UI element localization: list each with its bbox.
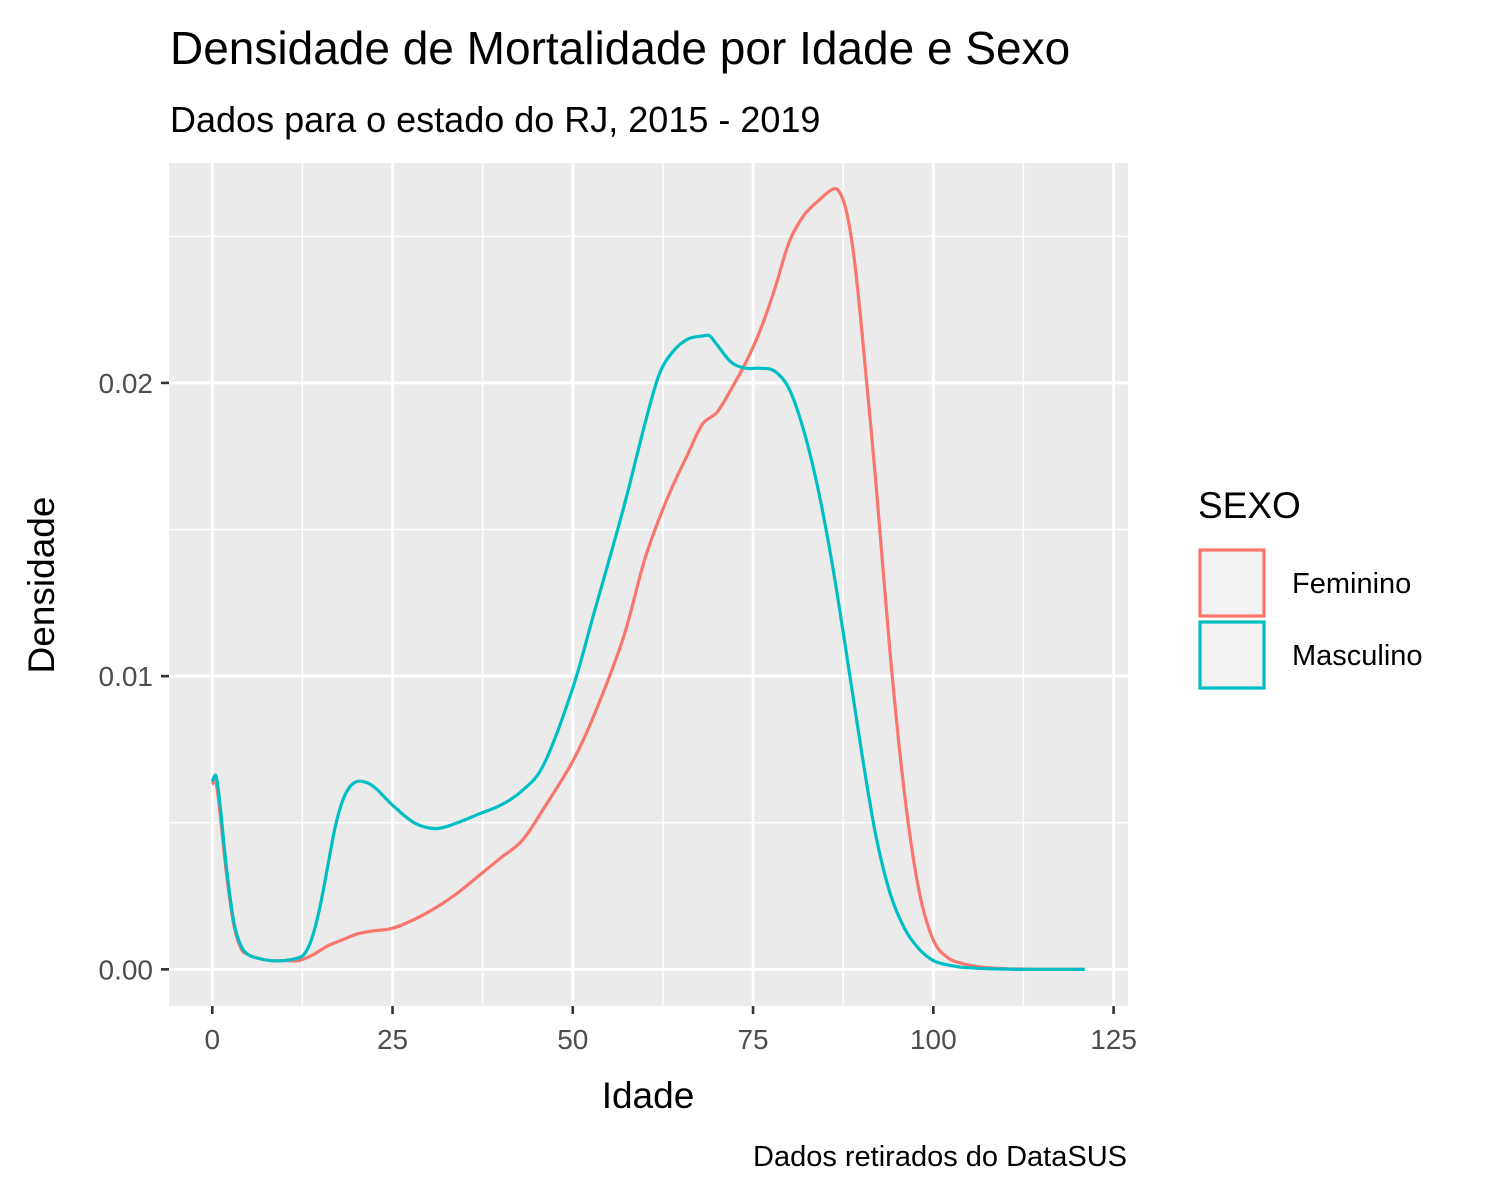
x-tick-label: 50 <box>557 1024 588 1055</box>
x-tick-label: 0 <box>204 1024 220 1055</box>
legend-item-masculino: Masculino <box>1198 620 1423 690</box>
y-axis: 0.00 0.01 0.02 <box>99 368 169 985</box>
x-tick-label: 100 <box>910 1024 957 1055</box>
chart-title: Densidade de Mortalidade por Idade e Sex… <box>170 22 1070 74</box>
legend-key <box>1198 548 1266 618</box>
series-line-feminino <box>210 187 1085 971</box>
legend-title: SEXO <box>1198 485 1301 526</box>
minor-gridlines <box>169 163 1128 1006</box>
y-axis-title: Densidade <box>21 497 62 674</box>
y-tick-label: 0.01 <box>99 661 154 692</box>
series-lines <box>210 187 1085 971</box>
x-tick-label: 125 <box>1090 1024 1137 1055</box>
chart-caption: Dados retirados do DataSUS <box>753 1141 1127 1173</box>
plot-panel <box>169 163 1128 1006</box>
legend-items: Feminino Masculino <box>1198 548 1423 690</box>
legend: SEXO Feminino Masculino <box>1198 485 1423 690</box>
x-axis-title: Idade <box>602 1075 695 1116</box>
legend-label: Feminino <box>1292 568 1411 600</box>
x-axis: 0 25 50 75 100 125 <box>204 1006 1137 1055</box>
legend-item-feminino: Feminino <box>1198 548 1411 618</box>
x-tick-label: 75 <box>737 1024 768 1055</box>
legend-label: Masculino <box>1292 640 1423 672</box>
legend-key <box>1198 620 1266 690</box>
y-tick-label: 0.00 <box>99 954 154 985</box>
series-line-masculino <box>210 333 1085 971</box>
y-tick-label: 0.02 <box>99 368 154 399</box>
chart-subtitle: Dados para o estado do RJ, 2015 - 2019 <box>170 99 820 140</box>
x-tick-label: 25 <box>377 1024 408 1055</box>
